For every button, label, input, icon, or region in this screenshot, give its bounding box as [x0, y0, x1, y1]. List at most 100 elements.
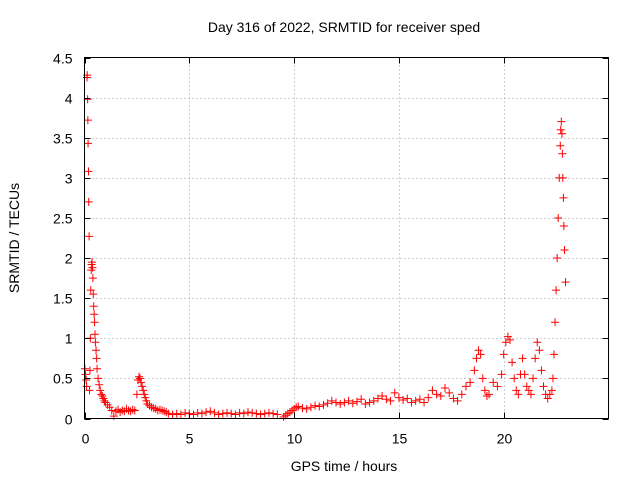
data-point: [302, 404, 311, 413]
data-point: [85, 366, 94, 375]
data-point: [449, 394, 458, 403]
data-point: [559, 193, 568, 202]
y-tick-label: 2.5: [53, 211, 73, 227]
y-tick-label: 1: [65, 331, 73, 347]
data-point: [189, 410, 198, 419]
data-point: [89, 290, 98, 299]
y-tick-label: 0.5: [53, 371, 73, 387]
data-point: [134, 372, 143, 381]
data-point: [288, 406, 297, 415]
data-point: [357, 395, 366, 404]
data-point: [137, 378, 146, 387]
data-point: [155, 405, 164, 414]
data-point: [327, 396, 336, 405]
data-point: [85, 232, 94, 241]
data-point: [292, 403, 301, 412]
data-point: [436, 392, 445, 401]
data-point: [90, 310, 99, 319]
data-point: [256, 410, 265, 419]
data-point: [537, 366, 546, 375]
data-point: [128, 405, 137, 414]
data-point: [149, 404, 158, 413]
data-point: [373, 394, 382, 403]
data-point: [273, 410, 282, 419]
data-point: [411, 396, 420, 405]
data-point: [248, 408, 257, 417]
data-points: [80, 71, 570, 421]
data-point: [88, 263, 97, 272]
data-point: [139, 386, 148, 395]
data-point: [97, 390, 106, 399]
data-point: [90, 330, 99, 339]
data-point: [489, 378, 498, 387]
data-point: [466, 378, 475, 387]
data-point: [499, 350, 508, 359]
data-point: [432, 390, 441, 399]
data-point: [428, 386, 437, 395]
data-point: [508, 358, 517, 367]
data-point: [235, 408, 244, 417]
data-point: [407, 398, 416, 407]
data-point: [520, 370, 529, 379]
data-point: [90, 318, 99, 327]
data-point: [143, 400, 152, 409]
data-point: [319, 400, 328, 409]
data-point: [315, 402, 324, 411]
data-point: [164, 409, 173, 418]
data-point: [485, 390, 494, 399]
data-point: [202, 408, 211, 417]
data-point: [91, 338, 100, 347]
data-point: [365, 398, 374, 407]
data-point: [93, 364, 102, 373]
data-point: [89, 302, 98, 311]
data-point: [298, 404, 307, 413]
data-point: [210, 408, 219, 417]
data-point: [553, 254, 562, 263]
data-point: [531, 354, 540, 363]
data-point: [269, 409, 278, 418]
data-point: [557, 117, 566, 126]
data-point: [560, 246, 569, 255]
data-point: [369, 396, 378, 405]
data-point: [138, 382, 147, 391]
data-point: [176, 410, 185, 419]
y-tick-label: 4: [65, 91, 73, 107]
data-point: [514, 390, 523, 399]
data-point: [126, 407, 135, 416]
data-point: [390, 388, 399, 397]
data-point: [482, 392, 491, 401]
data-point: [107, 406, 116, 415]
data-point: [478, 374, 487, 383]
data-point: [141, 393, 150, 402]
data-point: [556, 141, 565, 150]
y-tick-label: 1.5: [53, 291, 73, 307]
data-point: [547, 386, 556, 395]
data-point: [142, 396, 151, 405]
data-point: [116, 408, 125, 417]
data-point: [84, 197, 93, 206]
x-tick-labels: 0 5 10 15 20: [82, 431, 513, 447]
data-point: [559, 221, 568, 230]
data-point: [81, 370, 90, 379]
data-point: [445, 388, 454, 397]
data-point: [223, 408, 232, 417]
data-point: [160, 407, 169, 416]
data-point: [480, 386, 489, 395]
data-point: [181, 408, 190, 417]
data-point: [231, 410, 240, 419]
data-point: [281, 411, 290, 420]
axis-ticks: [84, 57, 609, 420]
x-tick-label: 0: [82, 431, 90, 447]
data-point: [105, 403, 114, 412]
gridlines: [84, 57, 609, 419]
data-point: [424, 393, 433, 402]
data-point: [311, 401, 320, 410]
data-point: [193, 408, 202, 417]
data-point: [264, 408, 273, 417]
data-point: [472, 354, 481, 363]
data-point: [243, 408, 252, 417]
x-axis-label: GPS time / hours: [291, 458, 398, 474]
data-point: [526, 390, 535, 399]
data-point: [415, 395, 424, 404]
data-point: [470, 366, 479, 375]
